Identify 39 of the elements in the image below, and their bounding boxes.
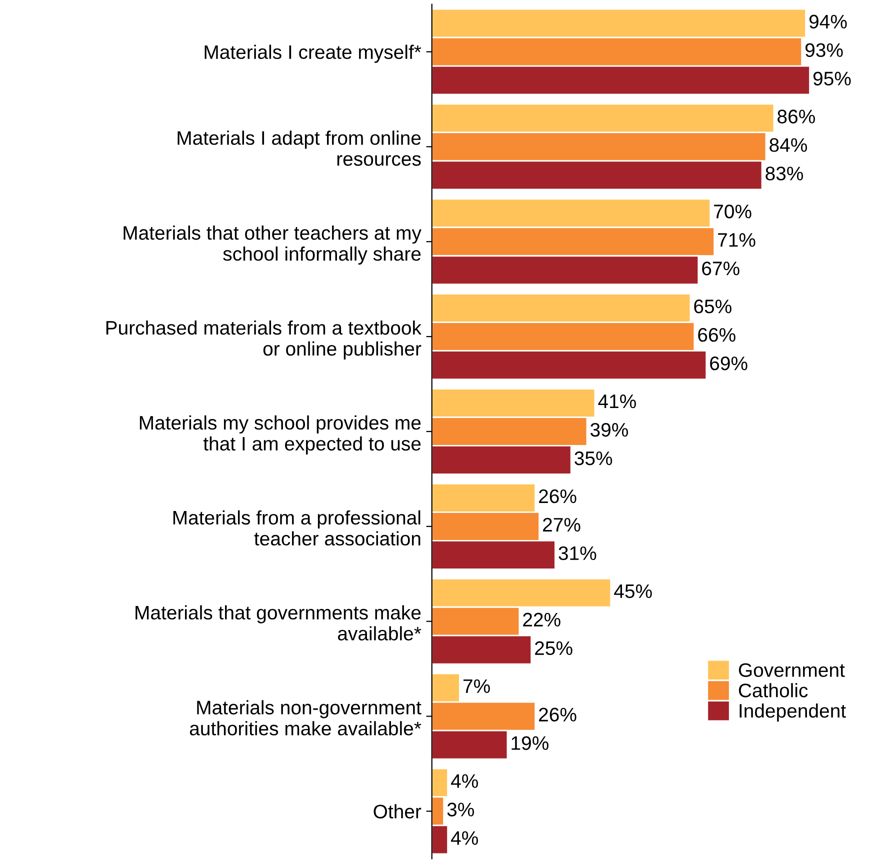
y-tick-label: Materials I adapt from online resources — [178, 130, 421, 166]
data-label: 26% — [539, 708, 576, 722]
data-label: 70% — [714, 204, 752, 218]
y-tick-label: Materials non-government authorities make available* — [190, 700, 422, 736]
data-label: 26% — [539, 489, 576, 504]
data-label: 86% — [778, 110, 815, 124]
y-tick-label: Purchased materials from a textbook or online publisher — [106, 320, 422, 360]
data-label: 31% — [558, 546, 596, 560]
data-label: 83% — [766, 166, 804, 180]
data-label: 35% — [574, 451, 612, 466]
y-tick-label: Materials I create myself* — [204, 44, 422, 63]
data-label: 41% — [598, 394, 636, 408]
y-tick-label: Materials my school provides me that I am expected to use — [140, 415, 421, 454]
y-tick-label: Other — [374, 804, 422, 818]
data-label: 3% — [447, 802, 474, 816]
data-label: 22% — [523, 612, 560, 627]
data-label: 4% — [451, 774, 478, 788]
data-label: 45% — [614, 584, 652, 598]
data-label: 4% — [451, 831, 478, 845]
legend-label: Government — [738, 663, 845, 677]
data-label: 65% — [694, 300, 732, 314]
data-label: 94% — [809, 14, 847, 29]
legend-label: Independent — [740, 703, 846, 722]
data-label: 27% — [543, 518, 580, 532]
data-label: 25% — [535, 641, 572, 656]
y-tick-label: Materials that other teachers at my school informally share — [124, 226, 422, 265]
y-tick-label: Materials that governments make available* — [136, 605, 422, 640]
data-label: 84% — [770, 138, 807, 152]
data-label: 66% — [698, 328, 736, 342]
data-label: 7% — [463, 679, 490, 693]
data-label: 19% — [512, 736, 548, 750]
data-label: 69% — [710, 356, 748, 370]
y-tick-label: Materials from a professional teacher association — [173, 510, 420, 546]
data-label: 67% — [702, 262, 740, 276]
data-label: 39% — [590, 422, 628, 437]
data-label: 95% — [813, 72, 851, 86]
legend-label: Catholic — [738, 683, 808, 698]
data-label: 93% — [805, 43, 843, 57]
data-label: 71% — [718, 233, 756, 247]
